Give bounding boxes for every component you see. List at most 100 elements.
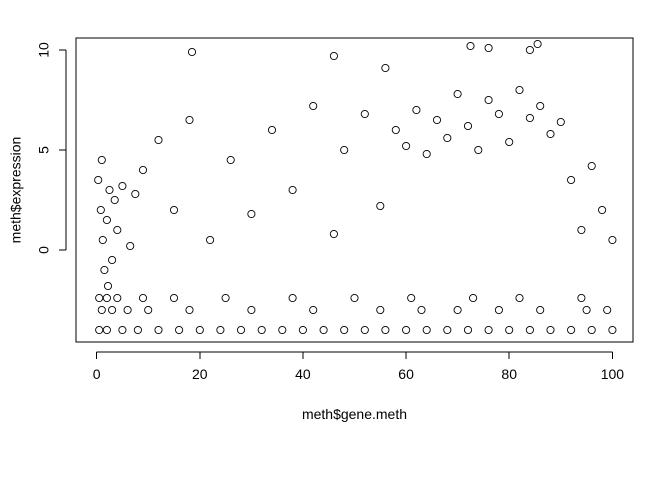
data-point (108, 255, 117, 265)
data-point (417, 305, 426, 315)
data-point (154, 325, 163, 335)
data-point (126, 241, 135, 251)
data-point (608, 325, 617, 335)
data-point (340, 145, 349, 155)
data-point (169, 293, 179, 303)
data-point (525, 113, 534, 123)
y-axis-title: meth$expression (8, 137, 24, 244)
data-point (102, 293, 111, 303)
data-point (226, 155, 235, 165)
data-point (105, 185, 114, 195)
data-point (546, 325, 555, 335)
data-point (412, 105, 421, 115)
data-point (505, 137, 514, 147)
data-point (422, 325, 431, 335)
data-point (221, 293, 230, 303)
data-point (505, 325, 514, 335)
data-point (187, 47, 197, 57)
data-point (113, 225, 122, 235)
data-point (533, 39, 542, 49)
data-point (154, 135, 163, 145)
data-point (288, 293, 297, 303)
data-point (422, 149, 431, 159)
x-tick-label: 100 (601, 366, 625, 382)
data-point (95, 293, 104, 303)
y-axis: 0 5 10 (36, 42, 67, 254)
data-point (288, 185, 297, 195)
data-point (138, 293, 148, 303)
data-point (102, 325, 111, 335)
x-tick-label: 0 (93, 366, 101, 382)
data-point (474, 145, 483, 155)
data-point (144, 305, 153, 315)
data-point (484, 95, 493, 105)
x-tick-label: 80 (501, 366, 517, 382)
data-point (350, 293, 359, 303)
data-point (577, 293, 586, 303)
data-point (247, 209, 256, 219)
data-point (169, 205, 179, 215)
data-point (391, 125, 400, 135)
data-point (515, 293, 524, 303)
data-point (108, 305, 117, 315)
x-tick-label: 40 (295, 366, 311, 382)
data-point (95, 325, 104, 335)
data-point (110, 195, 119, 205)
data-points (94, 39, 617, 335)
plot-frame (75, 37, 634, 343)
data-point (466, 41, 475, 51)
data-point (102, 215, 111, 225)
data-point (587, 325, 596, 335)
data-point (123, 305, 132, 315)
data-point (100, 265, 109, 275)
data-point (118, 181, 127, 191)
data-point (103, 281, 113, 291)
data-point (603, 305, 612, 315)
data-point (567, 325, 576, 335)
data-point (185, 305, 194, 315)
data-point (598, 205, 607, 215)
data-point (216, 325, 225, 335)
data-point (278, 325, 287, 335)
data-point (329, 51, 338, 61)
x-axis: 0 20 40 60 80 100 (93, 351, 625, 382)
x-tick-label: 60 (398, 366, 414, 382)
data-point (567, 175, 576, 185)
data-point (329, 229, 338, 239)
data-point (247, 305, 256, 315)
data-point (515, 85, 524, 95)
data-point (175, 325, 184, 335)
data-point (582, 305, 591, 315)
data-point (298, 325, 307, 335)
data-point (309, 305, 318, 315)
data-point (587, 161, 596, 171)
data-point (381, 325, 390, 335)
data-point (206, 235, 215, 245)
data-point (402, 141, 411, 151)
data-point (577, 225, 586, 235)
data-point (484, 43, 493, 53)
data-point (236, 325, 246, 335)
data-point (494, 109, 503, 119)
data-point (443, 133, 452, 143)
data-point (376, 201, 385, 211)
data-point (185, 115, 194, 125)
x-tick-label: 20 (192, 366, 208, 382)
data-point (96, 205, 105, 215)
data-point (267, 125, 277, 135)
data-point (98, 235, 107, 245)
data-point (469, 293, 478, 303)
data-point (463, 325, 473, 335)
data-point (463, 121, 473, 131)
data-point (97, 305, 106, 315)
data-point (131, 189, 140, 199)
data-point (484, 325, 493, 335)
data-point (360, 109, 369, 119)
y-tick-label: 5 (36, 146, 52, 154)
data-point (453, 305, 462, 315)
data-point (443, 325, 452, 335)
data-point (556, 117, 565, 127)
data-point (319, 325, 328, 335)
